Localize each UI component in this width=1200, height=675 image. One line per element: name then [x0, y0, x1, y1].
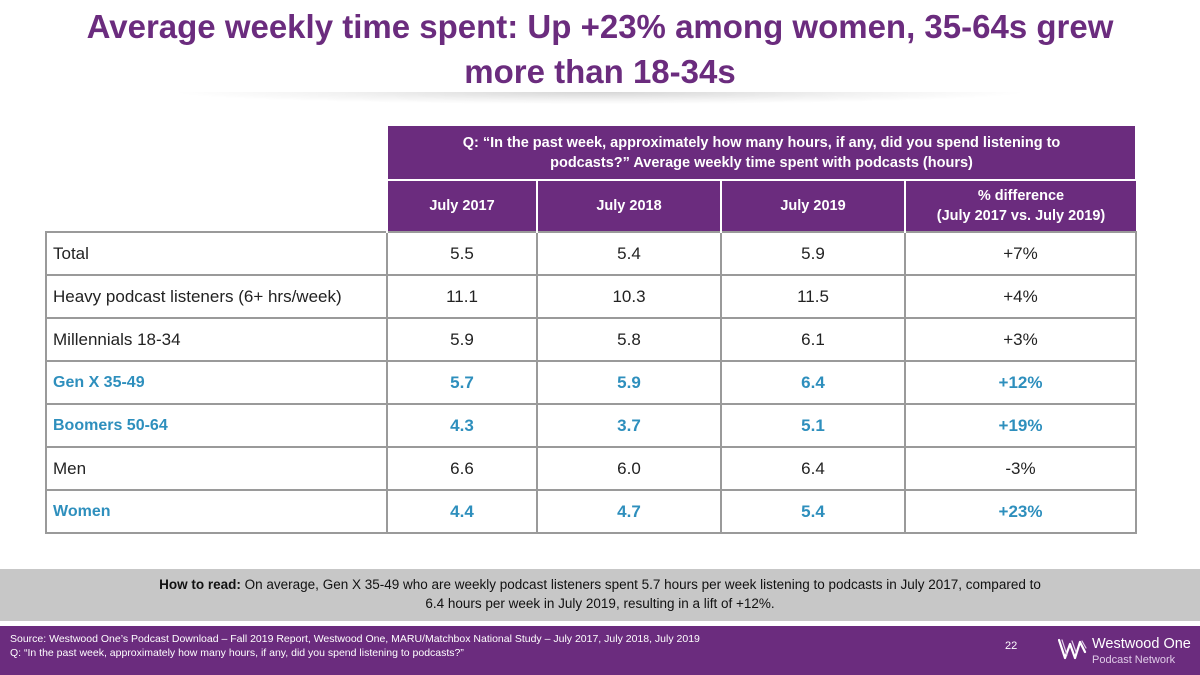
how-to-read-box: How to read: On average, Gen X 35-49 who…: [0, 569, 1200, 621]
cell-2017: 4.3: [386, 403, 538, 448]
col-header-difference: % difference (July 2017 vs. July 2019): [904, 180, 1136, 232]
page-number: 22: [1005, 640, 1018, 652]
cell-difference: -3%: [904, 446, 1137, 491]
row-label: Boomers 50-64: [45, 403, 388, 448]
cell-2019: 5.9: [720, 231, 906, 276]
cell-difference: +12%: [904, 360, 1137, 405]
logo-name: Westwood One: [1092, 636, 1191, 652]
table-row-gen-x: Gen X 35-49 5.7 5.9 6.4 +12%: [45, 360, 1137, 405]
row-label: Women: [45, 489, 388, 534]
col-header-2018: July 2018: [536, 180, 721, 232]
cell-2018: 5.8: [536, 317, 722, 362]
title-shadow-divider: [180, 92, 1020, 104]
empty-corner-2: [46, 180, 387, 232]
cell-2019: 6.4: [720, 446, 906, 491]
cell-2018: 5.9: [536, 360, 722, 405]
table-row-millennials: Millennials 18-34 5.9 5.8 6.1 +3%: [45, 317, 1137, 362]
diff-header-line-2: (July 2017 vs. July 2019): [936, 208, 1106, 224]
cell-2018: 6.0: [536, 446, 722, 491]
row-label: Heavy podcast listeners (6+ hrs/week): [45, 274, 388, 319]
slide-title: Average weekly time spent: Up +23% among…: [0, 4, 1200, 94]
how-to-read-text-2: 6.4 hours per week in July 2019, resulti…: [425, 596, 775, 611]
cell-difference: +23%: [904, 489, 1137, 534]
question-header: Q: “In the past week, approximately how …: [386, 124, 1137, 181]
cell-2017: 11.1: [386, 274, 538, 319]
how-to-read-text-1: On average, Gen X 35-49 who are weekly p…: [240, 577, 1041, 592]
table-row-heavy-listeners: Heavy podcast listeners (6+ hrs/week) 11…: [45, 274, 1137, 319]
footer-bar: Source: Westwood One’s Podcast Download …: [0, 626, 1200, 675]
how-to-read-line-1: How to read: On average, Gen X 35-49 who…: [65, 575, 1135, 594]
title-line-2: more than 18-34s: [464, 53, 736, 90]
cell-difference: +3%: [904, 317, 1137, 362]
row-label: Millennials 18-34: [45, 317, 388, 362]
table-row-boomers: Boomers 50-64 4.3 3.7 5.1 +19%: [45, 403, 1137, 448]
cell-difference: +7%: [904, 231, 1137, 276]
diff-header-line-1: % difference: [977, 188, 1065, 204]
cell-2019: 6.1: [720, 317, 906, 362]
row-label: Men: [45, 446, 388, 491]
question-line-2: podcasts?” Average weekly time spent wit…: [550, 154, 973, 171]
empty-corner: [46, 125, 387, 180]
cell-2018: 5.4: [536, 231, 722, 276]
title-line-1: Average weekly time spent: Up +23% among…: [86, 8, 1114, 45]
cell-2019: 6.4: [720, 360, 906, 405]
cell-2019: 11.5: [720, 274, 906, 319]
cell-2018: 10.3: [536, 274, 722, 319]
cell-difference: +4%: [904, 274, 1137, 319]
cell-2017: 5.9: [386, 317, 538, 362]
row-label: Total: [45, 231, 388, 276]
question-footnote: Q: “In the past week, approximately how …: [10, 647, 464, 659]
table-row-total: Total 5.5 5.4 5.9 +7%: [45, 231, 1137, 276]
source-text: Source: Westwood One’s Podcast Download …: [10, 633, 700, 645]
waves-logo-icon: [1058, 638, 1087, 660]
cell-difference: +19%: [904, 403, 1137, 448]
col-header-2019: July 2019: [720, 180, 905, 232]
cell-2019: 5.1: [720, 403, 906, 448]
table-row-women: Women 4.4 4.7 5.4 +23%: [45, 489, 1137, 534]
col-header-2017: July 2017: [386, 180, 537, 232]
cell-2019: 5.4: [720, 489, 906, 534]
cell-2017: 4.4: [386, 489, 538, 534]
data-table: Q: “In the past week, approximately how …: [45, 124, 1137, 534]
source-notes: Source: Westwood One’s Podcast Download …: [10, 632, 910, 660]
cell-2018: 3.7: [536, 403, 722, 448]
how-to-read-label: How to read:: [159, 577, 241, 592]
cell-2018: 4.7: [536, 489, 722, 534]
cell-2017: 5.7: [386, 360, 538, 405]
logo-subtitle: Podcast Network: [1092, 654, 1176, 666]
cell-2017: 6.6: [386, 446, 538, 491]
table-row-men: Men 6.6 6.0 6.4 -3%: [45, 446, 1137, 491]
question-line-1: Q: “In the past week, approximately how …: [462, 134, 1061, 151]
row-label: Gen X 35-49: [45, 360, 388, 405]
westwood-one-logo: Westwood One Podcast Network: [1058, 635, 1198, 669]
cell-2017: 5.5: [386, 231, 538, 276]
